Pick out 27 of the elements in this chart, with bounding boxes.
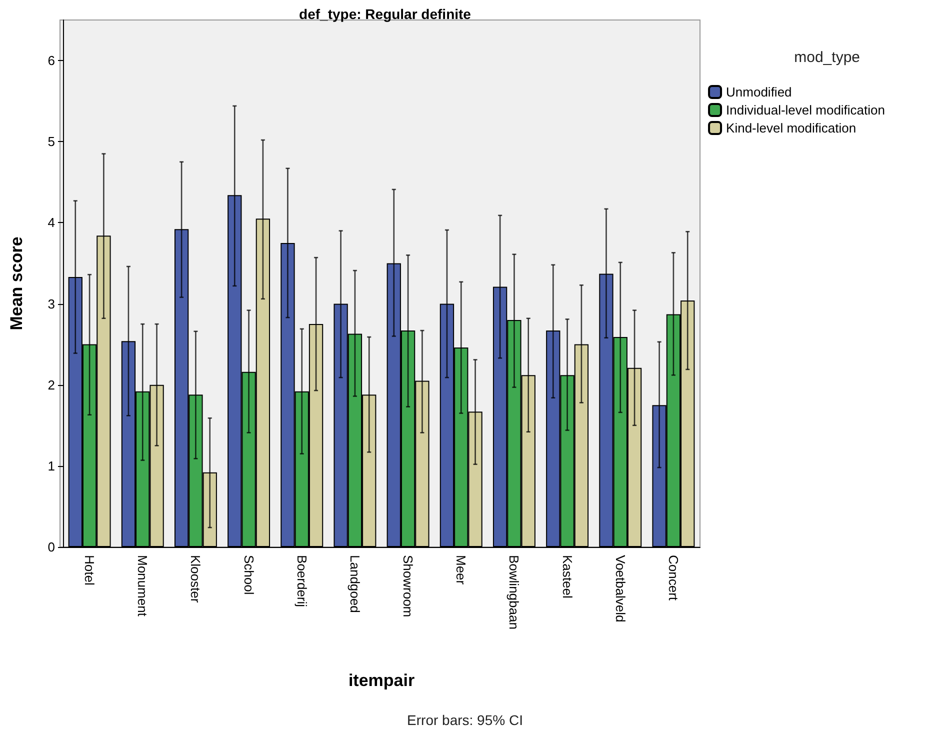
legend-label: Individual-level modification <box>726 102 886 118</box>
x-tick-label: Monument <box>135 555 150 617</box>
y-tick-label: 1 <box>48 458 55 474</box>
chart-title: def_type: Regular definite <box>299 6 472 22</box>
x-axis-title: itempair <box>348 671 415 690</box>
y-tick-label: 5 <box>48 134 55 150</box>
y-tick-label: 3 <box>48 296 55 312</box>
x-tick-label: Meer <box>454 555 469 586</box>
text: Error bars: 95% CI <box>407 712 523 728</box>
legend-label: Kind-level modification <box>726 120 856 136</box>
x-tick-label: Bowlingbaan <box>506 555 522 630</box>
x-tick-label: Klooster <box>188 555 204 604</box>
legend-title: mod_type <box>794 49 860 66</box>
legend-label: Unmodified <box>726 84 792 100</box>
x-tick-label: Concert <box>666 555 681 601</box>
x-tick-label: School <box>241 555 256 595</box>
x-tick-label: Kasteel <box>560 555 575 598</box>
x-tick-label: Voetbalveld <box>612 555 628 622</box>
x-tick-label: Showroom <box>400 555 416 618</box>
y-tick-label: 0 <box>48 540 55 554</box>
y-axis-title: Mean score <box>7 236 26 330</box>
x-tick-label: Landgoed <box>347 555 362 613</box>
x-tick-label: Boerderij <box>294 555 310 608</box>
y-tick-label: 6 <box>48 53 55 68</box>
x-tick-label: Hotel <box>82 555 98 586</box>
y-tick-label: 2 <box>48 377 55 392</box>
y-tick-label: 4 <box>48 215 55 230</box>
